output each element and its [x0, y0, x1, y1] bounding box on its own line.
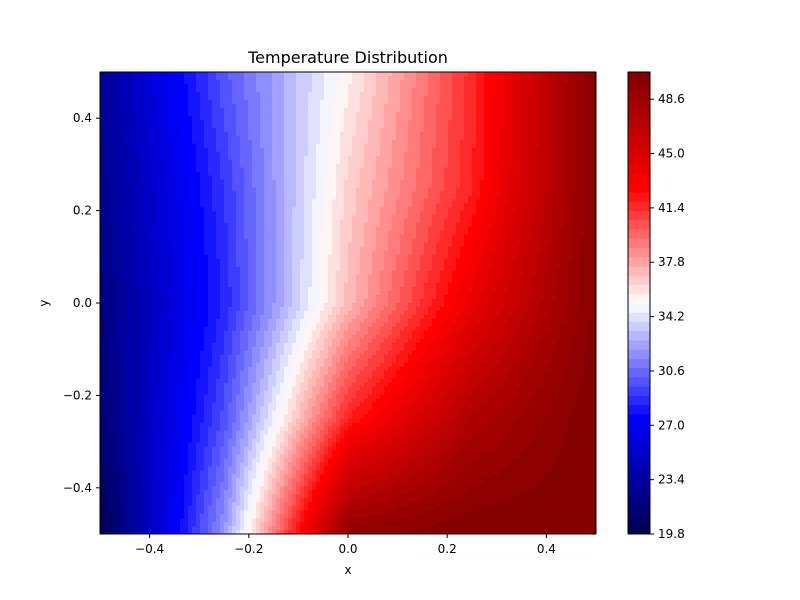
colorbar-band	[628, 487, 650, 498]
colorbar-band	[628, 376, 650, 387]
colorbar-band	[628, 423, 650, 433]
x-tick-label: 0.4	[537, 542, 556, 556]
colorbar-tick-label: 27.0	[658, 418, 685, 432]
colorbar-band	[628, 108, 650, 119]
colorbar-band	[628, 164, 650, 175]
colorbar-band	[628, 432, 650, 442]
colorbar-band	[628, 136, 650, 147]
colorbar-band	[628, 192, 650, 202]
colorbar-band	[628, 506, 650, 516]
chart-title: Temperature Distribution	[247, 48, 448, 67]
colorbar-band	[628, 99, 650, 110]
y-axis-label: y	[37, 299, 51, 306]
colorbar-band	[628, 303, 650, 313]
colorbar-band	[628, 367, 650, 378]
colorbar-band	[628, 238, 650, 248]
x-tick-label: 0.0	[338, 542, 357, 556]
colorbar-band	[628, 266, 650, 276]
colorbar-ticks: 19.8 23.4 27.0 30.6 34.2 37.8 41.4 45.0 48.6	[650, 92, 685, 541]
colorbar-bands	[628, 72, 650, 535]
colorbar-band	[628, 478, 650, 489]
colorbar-band	[628, 256, 650, 267]
colorbar-band	[628, 312, 650, 322]
colorbar-band	[628, 118, 650, 128]
colorbar-band	[628, 284, 650, 295]
colorbar-tick-label: 34.2	[658, 310, 685, 324]
colorbar-band	[628, 90, 650, 101]
colorbar-band	[628, 173, 650, 184]
y-tick-label: −0.4	[63, 481, 92, 495]
colorbar-band	[628, 275, 650, 285]
colorbar-band	[628, 515, 650, 526]
colorbar-band	[628, 386, 650, 396]
colorbar-band	[628, 441, 650, 452]
colorbar-band	[628, 127, 650, 138]
colorbar-band	[628, 339, 650, 350]
x-tick-label: 0.2	[438, 542, 457, 556]
colorbar-band	[628, 155, 650, 165]
colorbar-tick-label: 30.6	[658, 364, 685, 378]
colorbar-band	[628, 210, 650, 221]
y-tick-label: 0.2	[73, 204, 92, 218]
colorbar-tick-label: 48.6	[658, 92, 685, 106]
colorbar-band	[628, 469, 650, 479]
colorbar-band	[628, 450, 650, 461]
colorbar-band	[628, 358, 650, 369]
colorbar-band	[628, 524, 650, 535]
colorbar-band	[628, 395, 650, 406]
colorbar-band	[628, 293, 650, 304]
heatmap-layer	[100, 72, 596, 534]
colorbar-tick-label: 37.8	[658, 255, 685, 269]
colorbar-band	[628, 330, 650, 341]
colorbar-band	[628, 497, 650, 507]
y-tick-label: 0.4	[73, 111, 92, 125]
colorbar-tick-label: 23.4	[658, 473, 685, 487]
colorbar-band	[628, 72, 650, 82]
x-axis-ticks: −0.4 −0.2 0.0 0.2 0.4	[135, 534, 556, 556]
colorbar-band	[628, 321, 650, 332]
colorbar-tick-label: 45.0	[658, 147, 685, 161]
colorbar-band	[628, 349, 650, 359]
y-axis-ticks: −0.4 −0.2 0.0 0.2 0.4	[63, 111, 100, 495]
colorbar-band	[628, 182, 650, 193]
colorbar-band	[628, 404, 650, 415]
colorbar-band	[628, 145, 650, 156]
y-tick-label: −0.2	[63, 388, 92, 402]
y-tick-label: 0.0	[73, 296, 92, 310]
colorbar-tick-label: 19.8	[658, 527, 685, 541]
colorbar-band	[628, 219, 650, 230]
x-tick-label: −0.4	[135, 542, 164, 556]
colorbar-band	[628, 229, 650, 239]
colorbar-band	[628, 81, 650, 91]
colorbar-tick-label: 41.4	[658, 201, 685, 215]
colorbar-band	[628, 460, 650, 470]
colorbar-band	[628, 201, 650, 211]
colorbar-band	[628, 247, 650, 258]
colorbar-frame	[627, 71, 651, 535]
colorbar-band	[628, 413, 650, 424]
x-tick-label: −0.2	[234, 542, 263, 556]
x-axis-label: x	[344, 563, 351, 577]
